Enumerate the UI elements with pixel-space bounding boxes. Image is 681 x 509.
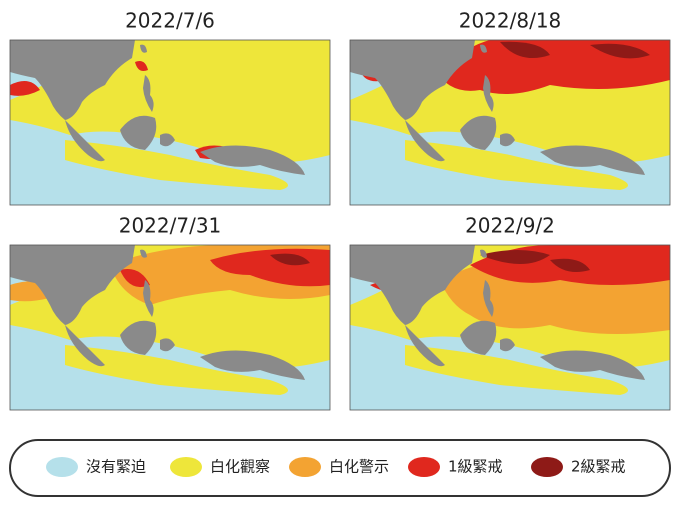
yellow-zone bbox=[65, 140, 288, 190]
heat-zone bbox=[590, 43, 650, 59]
map bbox=[349, 39, 671, 206]
heat-zone bbox=[480, 250, 550, 264]
legend-label: 白化警示 bbox=[329, 458, 389, 476]
legend-label: 2級緊戒 bbox=[571, 458, 626, 476]
land bbox=[350, 40, 475, 120]
land bbox=[200, 350, 305, 380]
land bbox=[540, 145, 645, 175]
map bbox=[349, 244, 671, 411]
heat-zone bbox=[500, 41, 550, 59]
land bbox=[480, 249, 487, 258]
land bbox=[65, 120, 105, 162]
land bbox=[405, 120, 445, 162]
land bbox=[65, 325, 105, 367]
map-frame bbox=[349, 244, 671, 411]
land bbox=[350, 245, 475, 325]
legend-label: 1級緊戒 bbox=[448, 458, 503, 476]
map-frame bbox=[9, 244, 331, 411]
land bbox=[120, 115, 157, 150]
map-frame bbox=[349, 39, 671, 206]
land bbox=[460, 115, 497, 150]
map bbox=[9, 39, 331, 206]
yellow-zone bbox=[405, 345, 628, 395]
yellow-zone bbox=[65, 345, 288, 395]
land bbox=[483, 75, 494, 112]
heat-zone bbox=[270, 253, 310, 266]
land bbox=[10, 40, 135, 120]
heat-zone bbox=[10, 81, 40, 96]
panel-title: 2022/7/31 bbox=[119, 214, 222, 238]
legend-swatch bbox=[531, 457, 563, 477]
land bbox=[405, 325, 445, 367]
land bbox=[140, 249, 147, 258]
land bbox=[460, 320, 497, 355]
land bbox=[200, 145, 305, 175]
heat-zone bbox=[550, 258, 590, 273]
legend-swatch bbox=[408, 457, 440, 477]
legend-label: 沒有緊迫 bbox=[86, 458, 146, 476]
panel-title: 2022/8/18 bbox=[459, 9, 562, 33]
legend-swatch bbox=[289, 457, 321, 477]
legend-box bbox=[9, 439, 671, 497]
land bbox=[500, 338, 515, 352]
panel-title: 2022/7/6 bbox=[125, 9, 215, 33]
legend-swatch bbox=[46, 457, 78, 477]
land bbox=[480, 44, 487, 53]
land bbox=[143, 280, 154, 317]
yellow-zone bbox=[405, 140, 628, 190]
heat-zone bbox=[120, 269, 150, 288]
land bbox=[540, 350, 645, 380]
map-frame bbox=[9, 39, 331, 206]
legend-swatch bbox=[170, 457, 202, 477]
land bbox=[143, 75, 154, 112]
land bbox=[160, 338, 175, 352]
map bbox=[9, 244, 331, 411]
land bbox=[483, 280, 494, 317]
land bbox=[160, 133, 175, 147]
land bbox=[500, 133, 515, 147]
land bbox=[140, 44, 147, 53]
panel-title: 2022/9/2 bbox=[465, 214, 555, 238]
land bbox=[120, 320, 157, 355]
heat-zone bbox=[135, 61, 148, 71]
land bbox=[10, 245, 135, 325]
legend-label: 白化觀察 bbox=[210, 458, 270, 476]
